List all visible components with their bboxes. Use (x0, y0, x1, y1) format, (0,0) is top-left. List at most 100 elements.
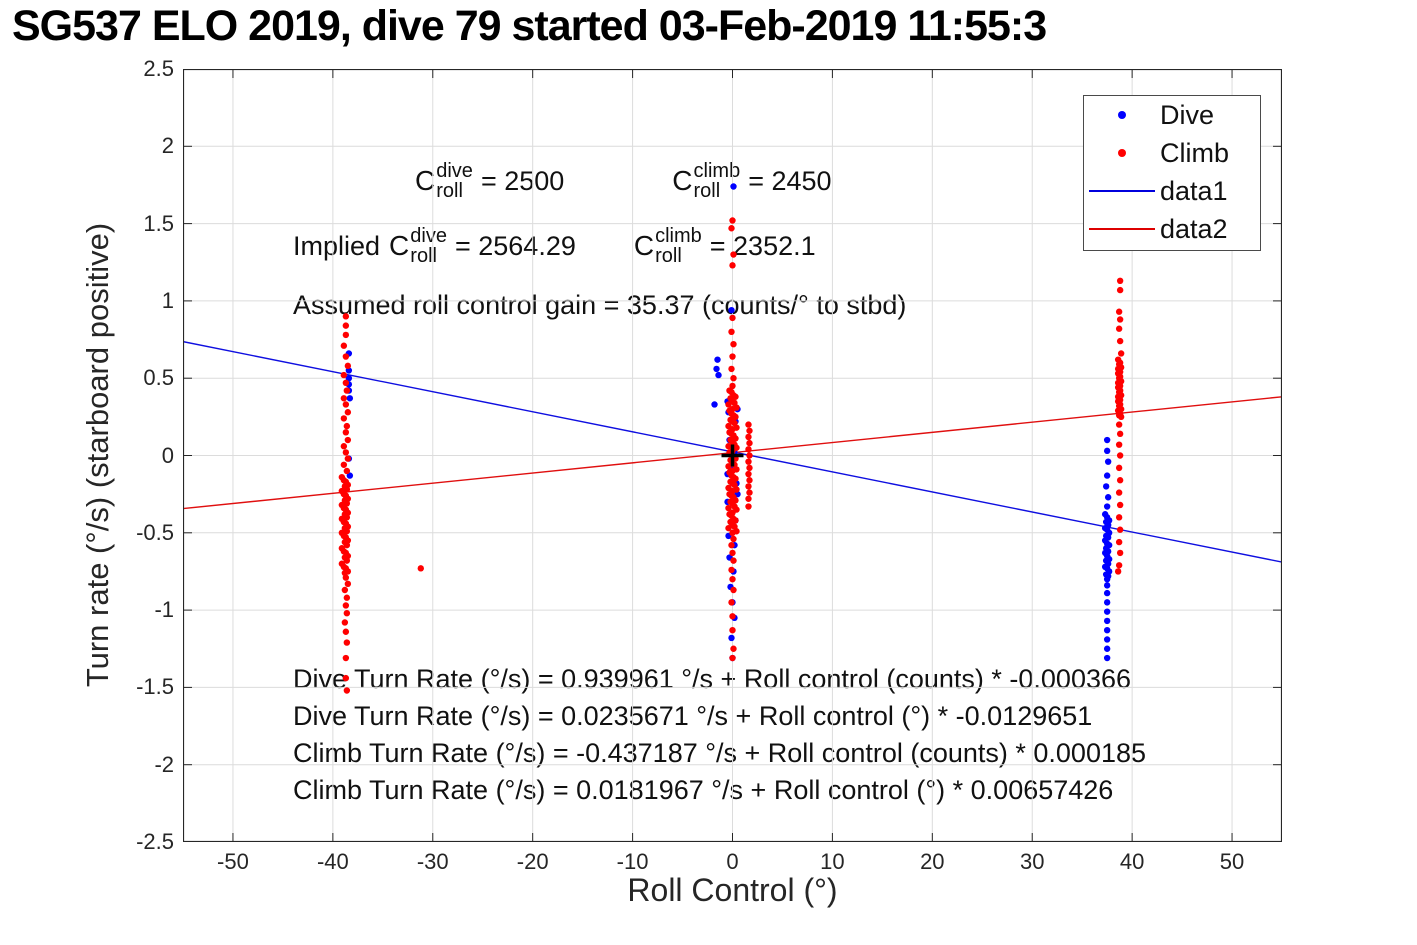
x-tick-label: 0 (726, 849, 739, 874)
data-point (1117, 350, 1125, 357)
x-tick-label: 10 (820, 849, 845, 874)
data-point (1103, 645, 1111, 652)
data-point (728, 599, 735, 606)
data-point (745, 470, 752, 478)
data-point (1115, 489, 1123, 496)
data-point (342, 574, 350, 581)
annotation-roll-gain: Assumed roll control gain = 35.37 (count… (293, 290, 907, 320)
data-point (340, 415, 348, 422)
data-point (346, 395, 354, 402)
data-point (1116, 286, 1124, 294)
implied-croll-climb-superscript: climb (655, 225, 702, 247)
data-point (343, 639, 351, 646)
data-point (343, 594, 351, 601)
data-point (745, 421, 752, 428)
croll-climb-subscript: roll (693, 180, 721, 202)
legend-item-dive: Dive (1084, 96, 1260, 134)
data-point (1103, 447, 1111, 455)
data-point (340, 461, 348, 468)
data-point (1115, 538, 1123, 546)
data-point (1116, 501, 1124, 509)
data-point (341, 586, 349, 594)
y-tick-label: 0.5 (143, 365, 174, 391)
x-tick-label: -30 (416, 849, 449, 874)
data-point (728, 541, 735, 549)
x-tick-label: -50 (217, 849, 249, 874)
data-point (343, 557, 351, 564)
data-point (729, 314, 736, 322)
y-tick-label: 1.5 (143, 210, 174, 236)
y-tick-label: 0 (161, 442, 174, 468)
data-point (342, 654, 350, 662)
data-point (745, 458, 752, 465)
x-tick-label: 20 (920, 849, 945, 874)
data-point (343, 687, 351, 694)
data-point (343, 422, 351, 430)
data-point (732, 517, 739, 524)
climb-marker-icon (1084, 149, 1160, 157)
data-point (343, 467, 351, 475)
croll-dive-symbol: C (415, 165, 436, 196)
equation-dive-degrees: Dive Turn Rate (°/s) = 0.0235671 °/s + R… (293, 701, 1093, 731)
data-point (1103, 472, 1111, 479)
data-point (728, 225, 735, 232)
x-tick-label: 50 (1219, 849, 1245, 874)
y-tick-label: 1 (161, 287, 174, 313)
data-point (745, 495, 752, 502)
data-point (725, 443, 732, 450)
data-point (342, 313, 350, 320)
data-point (1116, 277, 1124, 285)
croll-climb-value: = 2450 (748, 165, 832, 196)
croll-climb-superscript: climb (693, 160, 741, 182)
data-point (745, 483, 752, 490)
data-point (343, 500, 351, 507)
data-point (729, 549, 736, 557)
data-point (746, 464, 753, 472)
implied-label: Implied (293, 230, 381, 261)
data-point (342, 602, 350, 609)
data-point (729, 575, 736, 583)
legend-item-data2: data2 (1084, 210, 1260, 248)
data-point (1103, 589, 1111, 597)
data-point (343, 528, 351, 535)
data-point (1115, 308, 1123, 315)
data-point (340, 371, 348, 379)
croll-dive-superscript: dive (436, 160, 473, 182)
legend-label-data1: data1 (1160, 175, 1228, 206)
implied-croll-climb-subscript: roll (655, 245, 682, 267)
data-point (745, 446, 752, 453)
data-point (340, 395, 348, 402)
data-point (342, 331, 350, 339)
data-point (728, 566, 735, 574)
data-point (1117, 413, 1125, 421)
equation-climb-degrees: Climb Turn Rate (°/s) = 0.0181967 °/s + … (293, 775, 1114, 805)
data-point (343, 541, 351, 549)
data-point (1116, 430, 1124, 438)
data-point (1116, 477, 1124, 484)
data-point (725, 401, 732, 408)
data-point (1103, 599, 1111, 606)
y-tick-label: -2.5 (136, 829, 174, 854)
data-point (344, 436, 352, 444)
legend: Dive Climb data1 data2 (1083, 95, 1261, 251)
data-point (343, 486, 351, 493)
data-point (728, 328, 735, 336)
data-point (344, 455, 352, 462)
croll-dive-subscript: roll (436, 180, 463, 202)
data-point (729, 613, 736, 620)
x-tick-label: -40 (316, 849, 349, 874)
data-point (1104, 458, 1112, 465)
data-point (729, 262, 736, 269)
data-point (728, 634, 735, 642)
data-point (713, 365, 720, 373)
data-point (346, 472, 354, 479)
data-point (725, 463, 732, 470)
data-point (342, 674, 350, 682)
data-point (730, 645, 737, 652)
data-point (725, 504, 732, 512)
data-point (732, 393, 739, 400)
data-point (1103, 608, 1111, 615)
chart-title: SG537 ELO 2019, dive 79 started 03-Feb-2… (12, 2, 1047, 50)
data-point (343, 609, 351, 617)
